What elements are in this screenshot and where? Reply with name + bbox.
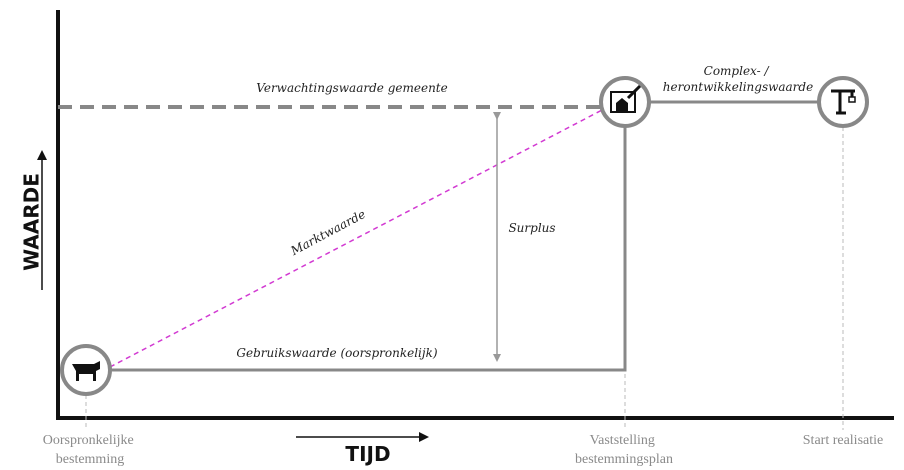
annotation: Gebruikswaarde (oorspronkelijk) [236,346,437,360]
annotation: Verwachtingswaarde gemeente [256,81,447,95]
crane-icon [817,76,869,128]
line: Start realisatie [803,433,883,448]
market-line [109,108,605,368]
milestone-label: Vaststelling bestemmingsplan [575,433,673,467]
milestone-label: Oorspronkelijke bestemming [43,433,137,467]
line: Vaststelling [590,433,655,448]
x-axis-label: TIJD [345,442,390,466]
annotation: Surplus [508,221,555,235]
milestone-label: Start realisatie [803,433,883,448]
y-axis-label: WAARDE [20,173,44,271]
line: herontwikkelingswaarde [663,80,813,94]
annotation: Complex- / herontwikkelingswaarde [663,64,813,94]
line: bestemmingsplan [575,452,673,467]
annotation: Marktwaarde [288,207,368,259]
line: bestemming [56,452,124,467]
cow-icon [60,344,112,396]
plan-icon [599,76,651,128]
line: Oorspronkelijke [43,433,134,448]
use-line [110,127,627,372]
line: Complex- / [704,64,771,78]
